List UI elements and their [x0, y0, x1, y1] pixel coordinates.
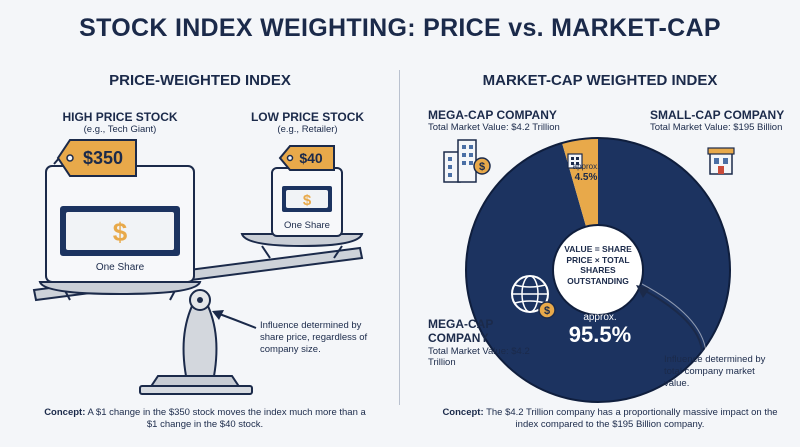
price-concept: Concept: A $1 change in the $350 stock m… [40, 407, 370, 432]
market-cap-concept: Concept: The $4.2 Trillion company has a… [440, 407, 780, 432]
small-cap-top-title: SMALL-CAP COMPANY [650, 108, 785, 122]
price-tag-40-text: $40 [299, 150, 323, 166]
small-cap-top-label: SMALL-CAP COMPANY Total Market Value: $1… [650, 108, 798, 133]
left-pan [38, 281, 202, 296]
mega-cap-top-sub: Total Market Value: $4.2 Trillion [428, 122, 560, 133]
high-stock-share-text: One Share [95, 262, 145, 273]
price-influence-note: Influence determined by share price, reg… [260, 320, 368, 355]
large-slice-label: approx. 95.5% [560, 312, 640, 347]
mega-cap-top-label: MEGA-CAP COMPANY Total Market Value: $4.… [428, 108, 598, 133]
page-title: STOCK INDEX WEIGHTING: PRICE vs. MARKET-… [79, 14, 721, 42]
svg-text:$: $ [479, 161, 485, 173]
office-buildings-icon: $ [443, 139, 491, 183]
low-stock-share-text: One Share [284, 220, 330, 231]
pie-center [552, 224, 644, 316]
svg-text:$: $ [544, 305, 550, 317]
globe-icon: $ [511, 275, 556, 319]
shop-icon [707, 147, 735, 175]
market-cap-influence-note: Influence determined by total company ma… [664, 354, 766, 389]
mega-cap-top-title: MEGA-CAP COMPANY [428, 108, 557, 122]
price-tag-350 [56, 139, 137, 177]
mega-cap-bottom-title: MEGA-CAP COMPANY [428, 317, 494, 345]
panel-divider [399, 70, 400, 405]
scale-foot [139, 385, 253, 395]
small-cap-top-sub: Total Market Value: $195 Billion [650, 122, 783, 133]
price-tag-350-text: $350 [82, 148, 124, 168]
low-price-stock-title: LOW PRICE STOCK [250, 110, 365, 124]
concept-label: Concept: [44, 407, 86, 418]
small-slice-approx: approx. [572, 162, 600, 171]
mega-cap-bottom-label: MEGA-CAP COMPANY Total Market Value: $4.… [428, 317, 538, 368]
high-price-stock-label: HIGH PRICE STOCK (e.g., Tech Giant) [40, 110, 200, 135]
concept-text: A $1 change in the $350 stock moves the … [87, 407, 366, 431]
mega-cap-bottom-sub: Total Market Value: $4.2 Trillion [428, 345, 530, 368]
large-slice-approx: approx. [583, 312, 617, 323]
high-price-stock-title: HIGH PRICE STOCK [62, 110, 178, 124]
pie-slice-mega [465, 138, 730, 402]
concept-label: Concept: [442, 407, 484, 418]
low-price-stock-label: LOW PRICE STOCK (e.g., Retailer) [240, 110, 375, 135]
large-slice-value: 95.5% [568, 322, 632, 347]
small-slice-label: approx. 4.5% [566, 162, 606, 183]
dollar-icon: $ [303, 192, 312, 209]
center-formula: VALUE = SHARE PRICE × TOTAL SHARES OUTST… [564, 244, 632, 286]
price-weighted-heading: PRICE-WEIGHTED INDEX [109, 72, 291, 89]
market-cap-heading: MARKET-CAP WEIGHTED INDEX [482, 72, 718, 89]
price-tag-40 [278, 145, 335, 171]
small-slice-value: 4.5% [574, 171, 598, 183]
high-price-stock-sub: (e.g., Tech Giant) [83, 124, 157, 135]
low-price-stock-sub: (e.g., Retailer) [277, 124, 338, 135]
concept-text: The $4.2 Trillion company has a proporti… [486, 407, 778, 431]
building-icon [567, 153, 583, 169]
dollar-icon: $ [113, 217, 128, 247]
